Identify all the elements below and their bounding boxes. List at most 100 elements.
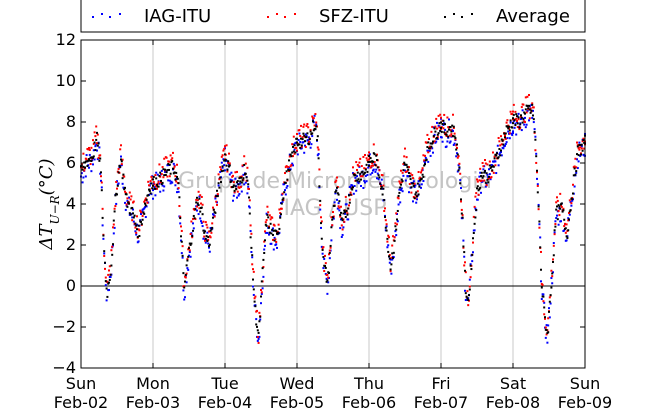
data-point — [387, 244, 390, 247]
data-point — [448, 134, 451, 137]
data-point — [88, 158, 90, 161]
data-point — [456, 170, 459, 173]
data-point — [224, 153, 226, 156]
data-point — [322, 246, 325, 249]
data-point — [560, 202, 563, 205]
data-point — [330, 216, 333, 219]
data-point — [347, 207, 350, 210]
data-point — [386, 246, 389, 249]
data-point — [278, 208, 281, 211]
data-point — [438, 126, 441, 129]
data-point — [324, 266, 327, 269]
data-point — [523, 123, 526, 126]
data-point — [576, 158, 578, 161]
data-point — [395, 228, 398, 231]
data-point — [476, 180, 479, 183]
data-point — [201, 203, 204, 206]
data-point — [359, 157, 362, 160]
data-point — [504, 144, 506, 147]
data-point — [281, 198, 284, 201]
data-point — [406, 166, 409, 169]
data-point — [525, 111, 528, 114]
data-point — [399, 182, 402, 185]
data-point — [371, 171, 374, 174]
data-point — [333, 201, 336, 204]
data-point — [94, 145, 97, 148]
data-point — [480, 171, 483, 174]
data-point — [234, 177, 237, 180]
data-point — [427, 160, 430, 163]
data-point — [455, 148, 458, 151]
data-point — [515, 133, 518, 136]
data-point — [249, 230, 252, 233]
data-point — [455, 155, 458, 158]
data-point — [210, 231, 213, 234]
data-point — [187, 255, 190, 258]
data-point — [396, 223, 398, 226]
data-point — [184, 276, 187, 279]
data-point — [168, 160, 170, 163]
data-point — [576, 144, 579, 147]
data-point — [553, 231, 556, 234]
data-point — [497, 164, 500, 167]
data-point — [113, 210, 116, 213]
data-point — [474, 216, 477, 219]
data-point — [422, 154, 425, 157]
data-point — [92, 155, 95, 158]
data-point — [559, 192, 562, 195]
data-point — [543, 306, 546, 309]
data-point — [512, 113, 515, 116]
data-point — [188, 254, 190, 257]
data-point — [443, 131, 446, 134]
data-point — [95, 143, 98, 146]
data-point — [182, 272, 185, 275]
data-point — [482, 175, 485, 178]
data-point — [87, 159, 90, 162]
data-point — [108, 281, 110, 284]
data-point — [410, 191, 413, 194]
y-tick-label: 12 — [56, 30, 76, 49]
data-point — [354, 174, 357, 177]
data-point — [236, 170, 238, 173]
data-point — [198, 197, 201, 200]
data-point — [434, 130, 437, 133]
data-point — [552, 260, 554, 263]
data-point — [239, 180, 242, 183]
data-point — [316, 139, 318, 142]
data-point — [314, 128, 317, 131]
data-point — [180, 252, 183, 255]
data-point — [248, 205, 250, 208]
data-point — [476, 185, 479, 188]
data-point — [197, 204, 200, 207]
data-point — [97, 142, 100, 145]
data-point — [297, 138, 300, 141]
data-point — [128, 212, 131, 215]
data-point — [136, 228, 138, 231]
data-point — [494, 164, 497, 167]
data-point — [237, 183, 240, 186]
data-point — [336, 186, 338, 189]
data-point — [440, 121, 442, 124]
data-point — [228, 152, 230, 155]
data-point — [137, 240, 140, 243]
data-point — [425, 158, 428, 161]
data-point — [184, 296, 186, 299]
data-point — [186, 259, 189, 262]
data-point — [306, 123, 309, 126]
data-point — [338, 209, 341, 212]
data-point — [299, 140, 302, 143]
data-point — [179, 217, 182, 220]
data-point — [383, 209, 386, 212]
data-point — [161, 184, 164, 187]
data-point — [577, 154, 580, 157]
data-point — [476, 198, 479, 201]
data-point — [458, 162, 461, 165]
data-point — [504, 134, 506, 137]
data-point — [336, 198, 338, 201]
data-point — [570, 202, 573, 205]
data-point — [395, 212, 398, 215]
data-point — [485, 182, 488, 185]
data-point — [88, 146, 90, 149]
x-tick-label-day: Sun — [570, 374, 600, 393]
data-point — [432, 135, 435, 138]
